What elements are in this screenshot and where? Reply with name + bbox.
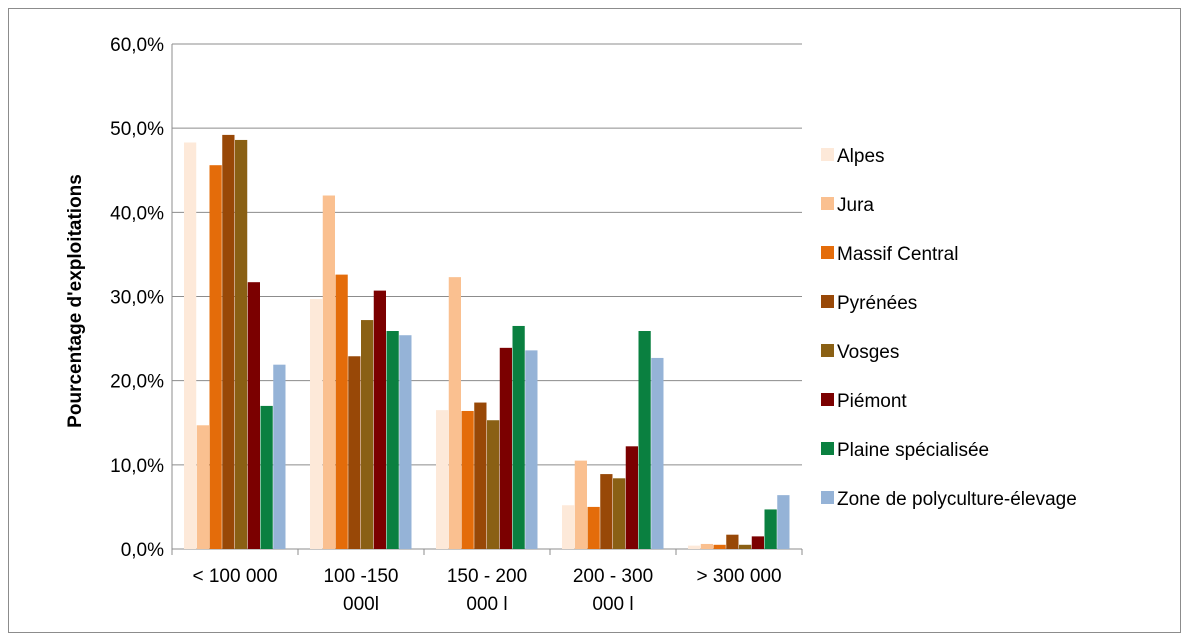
y-tick-label: 40,0% xyxy=(110,203,164,224)
legend-entry: Vosges xyxy=(821,342,899,363)
bar xyxy=(512,325,525,549)
bar xyxy=(764,509,777,549)
legend-entry: Massif Central xyxy=(821,244,958,265)
legend-entry: Jura xyxy=(821,195,874,216)
bar xyxy=(373,290,386,549)
legend-swatch xyxy=(821,344,834,357)
bar xyxy=(613,478,626,549)
legend-label: Piémont xyxy=(837,391,907,412)
legend-label: Jura xyxy=(837,195,874,216)
bar xyxy=(273,364,286,549)
y-tick-label: 30,0% xyxy=(110,288,164,309)
bar xyxy=(739,544,752,549)
bar xyxy=(562,505,575,549)
y-tick-label: 60,0% xyxy=(110,35,164,56)
bar xyxy=(448,277,461,549)
bar xyxy=(209,165,222,549)
bar xyxy=(235,139,248,549)
bar xyxy=(335,274,348,549)
bar xyxy=(525,350,538,549)
bar xyxy=(310,299,323,549)
x-tick-label: 150 - 200 xyxy=(447,566,527,587)
bar xyxy=(461,410,474,549)
legend-swatch xyxy=(821,295,834,308)
bar xyxy=(386,331,399,549)
legend-swatch xyxy=(821,393,834,406)
legend-label: Pyrénées xyxy=(837,293,917,314)
x-tick-label: < 100 000 xyxy=(192,566,277,587)
y-tick-label: 0,0% xyxy=(121,540,164,561)
legend-label: Zone de polyculture-élevage xyxy=(837,489,1077,510)
legend-swatch xyxy=(821,148,834,161)
legend-entry: Piémont xyxy=(821,391,907,412)
bar xyxy=(322,195,335,549)
x-tick-label: 100 -150 xyxy=(323,566,398,587)
bar xyxy=(638,331,651,549)
bar xyxy=(651,357,664,549)
x-tick-label: > 300 000 xyxy=(696,566,781,587)
legend-swatch xyxy=(821,197,834,210)
bar xyxy=(574,460,587,549)
chart-svg: 0,0% 10,0% 20,0% 30,0% 40,0% 50,0% 60,0% < 100… xyxy=(65,35,1077,615)
bar xyxy=(713,544,726,549)
x-axis-tick-labels: < 100 000 100 -150 000l 150 - 200 000 l 200 -… xyxy=(192,566,781,615)
y-tick-label: 10,0% xyxy=(110,456,164,477)
y-tick-label: 50,0% xyxy=(110,119,164,140)
bar xyxy=(474,402,487,549)
chart-frame: 0,0% 10,0% 20,0% 30,0% 40,0% 50,0% 60,0% < 100… xyxy=(8,8,1181,633)
bar xyxy=(487,420,500,549)
y-axis-tick-labels: 0,0% 10,0% 20,0% 30,0% 40,0% 50,0% 60,0% xyxy=(110,35,164,561)
legend-label: Vosges xyxy=(837,342,899,363)
bar xyxy=(436,410,449,549)
legend-swatch xyxy=(821,442,834,455)
legend-entry: Plaine spécialisée xyxy=(821,440,989,461)
bar xyxy=(260,405,273,549)
bar xyxy=(184,142,197,549)
bar xyxy=(688,545,701,549)
bars xyxy=(184,134,790,549)
legend-label: Plaine spécialisée xyxy=(837,440,989,461)
bar xyxy=(726,534,739,549)
bar xyxy=(196,425,209,549)
legend-entry: Alpes xyxy=(821,146,885,167)
legend: Alpes Jura Massif Central Pyrénées Vosges Pié… xyxy=(821,146,1077,510)
bar xyxy=(222,134,235,549)
legend-label: Massif Central xyxy=(837,244,958,265)
legend-swatch xyxy=(821,491,834,504)
y-axis-title: Pourcentage d'exploitations xyxy=(65,174,86,428)
legend-label: Alpes xyxy=(837,146,885,167)
bar xyxy=(361,320,374,549)
bar xyxy=(247,282,260,549)
bar xyxy=(700,543,713,549)
x-tick-label: 000 l xyxy=(592,594,633,615)
bar xyxy=(777,495,790,549)
x-tick-label: 000 l xyxy=(466,594,507,615)
bar xyxy=(587,506,600,549)
legend-swatch xyxy=(821,246,834,259)
x-tick-label: 200 - 300 xyxy=(573,566,653,587)
bar xyxy=(348,356,361,549)
bar xyxy=(625,446,638,549)
y-tick-label: 20,0% xyxy=(110,372,164,393)
legend-entry: Zone de polyculture-élevage xyxy=(821,489,1077,510)
legend-entry: Pyrénées xyxy=(821,293,917,314)
bar xyxy=(751,536,764,549)
x-tick-label: 000l xyxy=(343,594,379,615)
bar xyxy=(499,347,512,549)
bar xyxy=(600,474,613,549)
bar xyxy=(399,335,412,549)
